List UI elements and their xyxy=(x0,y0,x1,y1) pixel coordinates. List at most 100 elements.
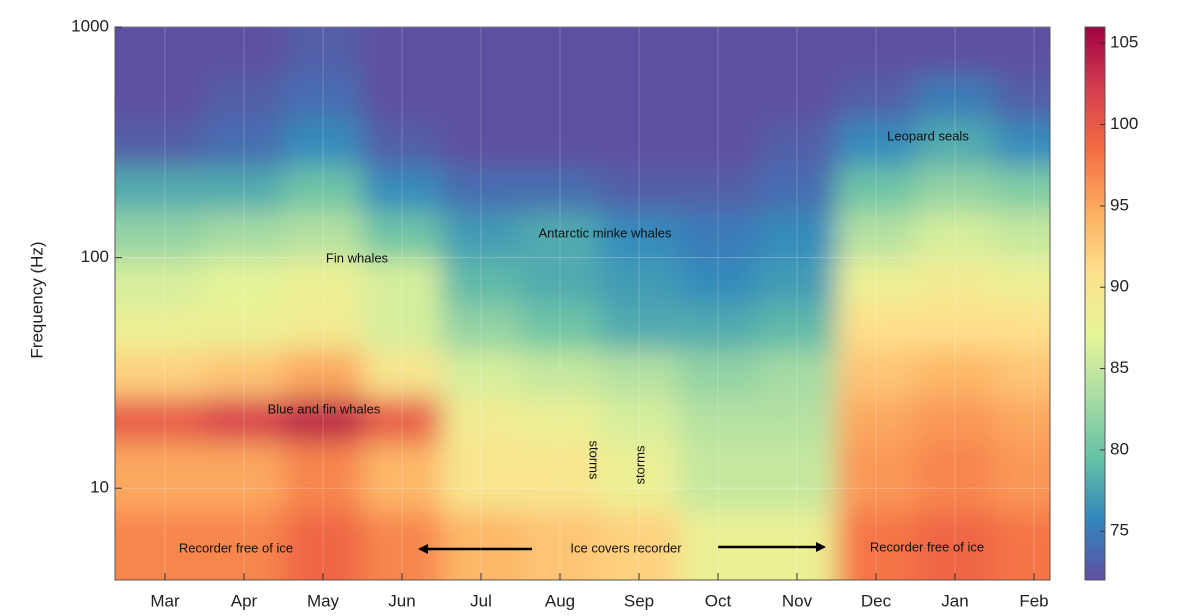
colorbar-tick-label: 95 xyxy=(1110,195,1129,214)
heat-cell xyxy=(441,396,522,443)
x-tick-label: Oct xyxy=(705,591,732,610)
heat-cell xyxy=(283,73,364,120)
heatmap xyxy=(115,27,1050,580)
heat-cell xyxy=(441,73,522,120)
heat-cell xyxy=(520,73,601,120)
heat-cell xyxy=(283,118,364,167)
heat-cell xyxy=(283,210,364,259)
heat-cell xyxy=(599,27,680,75)
heat-cell xyxy=(204,27,285,75)
heat-cell xyxy=(757,349,838,398)
annotation: Blue and fin whales xyxy=(268,401,381,416)
heat-cell xyxy=(520,210,601,259)
x-tick-label: Jun xyxy=(388,591,415,610)
heat-cell xyxy=(520,27,601,75)
heat-cell xyxy=(115,510,206,580)
x-tick-label: Dec xyxy=(861,591,892,610)
heat-cell xyxy=(836,303,917,351)
heat-cell xyxy=(520,510,601,580)
heat-cell xyxy=(994,27,1050,75)
heat-cell xyxy=(915,210,996,259)
heat-cell xyxy=(915,510,996,580)
heat-cell xyxy=(599,441,680,512)
heat-cell xyxy=(441,118,522,167)
x-tick-label: Jan xyxy=(941,591,968,610)
heat-cell xyxy=(994,349,1050,398)
heat-cell xyxy=(204,349,285,398)
heat-cell xyxy=(915,349,996,398)
heat-cell xyxy=(915,27,996,75)
heat-cell xyxy=(915,303,996,351)
heat-cell xyxy=(599,303,680,351)
heat-cell xyxy=(994,165,1050,212)
annotation: storms xyxy=(587,441,602,481)
heat-cell xyxy=(362,210,443,259)
colorbar-tick-label: 85 xyxy=(1110,358,1129,377)
heat-cell xyxy=(915,118,996,167)
heat-cell xyxy=(204,441,285,512)
heat-cell xyxy=(836,510,917,580)
heat-cell xyxy=(915,257,996,305)
heat-cell xyxy=(915,396,996,443)
heat-cell xyxy=(757,303,838,351)
heat-cell xyxy=(994,396,1050,443)
colorbar-tick-label: 80 xyxy=(1110,439,1129,458)
heat-cell xyxy=(599,257,680,305)
x-tick-label: Sep xyxy=(624,591,654,610)
heat-cell xyxy=(362,73,443,120)
heat-cell xyxy=(599,349,680,398)
x-tick-label: Nov xyxy=(782,591,813,610)
heat-cell xyxy=(204,165,285,212)
heat-cell xyxy=(283,510,364,580)
heat-cell xyxy=(115,118,206,167)
heat-cell xyxy=(204,118,285,167)
heat-cell xyxy=(283,441,364,512)
annotation: Fin whales xyxy=(326,250,389,265)
heat-cell xyxy=(678,510,759,580)
heat-cell xyxy=(915,73,996,120)
heat-cell xyxy=(678,27,759,75)
y-tick-label: 100 xyxy=(81,247,109,266)
heat-cell xyxy=(520,165,601,212)
heat-cell xyxy=(115,303,206,351)
heat-cell xyxy=(362,510,443,580)
heat-cell xyxy=(678,73,759,120)
annotation: Antarctic minke whales xyxy=(539,225,672,240)
heat-cell xyxy=(836,27,917,75)
heat-cell xyxy=(994,257,1050,305)
heat-cell xyxy=(994,210,1050,259)
heat-cell xyxy=(283,257,364,305)
heat-cell xyxy=(836,257,917,305)
colorbar-tick-label: 75 xyxy=(1110,521,1129,540)
heat-cell xyxy=(362,257,443,305)
colorbar xyxy=(1084,26,1106,581)
heat-cell xyxy=(599,210,680,259)
heat-cell xyxy=(678,396,759,443)
heat-cell xyxy=(283,27,364,75)
heat-cell xyxy=(836,396,917,443)
heat-cell xyxy=(115,165,206,212)
heat-cell xyxy=(599,118,680,167)
x-tick-label: Feb xyxy=(1019,591,1048,610)
heat-cell xyxy=(678,210,759,259)
heat-cell xyxy=(441,257,522,305)
heat-cell xyxy=(115,396,206,443)
heat-cell xyxy=(757,210,838,259)
heat-cell xyxy=(678,303,759,351)
heat-cell xyxy=(599,73,680,120)
annotation: Recorder free of ice xyxy=(870,539,984,554)
annotation: Leopard seals xyxy=(887,128,969,143)
heat-cell xyxy=(757,118,838,167)
colorbar-tick-label: 105 xyxy=(1110,33,1138,52)
heat-cell xyxy=(520,349,601,398)
heat-cell xyxy=(204,210,285,259)
heat-cell xyxy=(362,27,443,75)
heat-cell xyxy=(520,257,601,305)
heat-cell xyxy=(115,441,206,512)
heat-cell xyxy=(283,165,364,212)
heat-cell xyxy=(678,257,759,305)
heat-cell xyxy=(994,118,1050,167)
heat-cell xyxy=(678,165,759,212)
heat-cell xyxy=(441,27,522,75)
heat-cell xyxy=(115,27,206,75)
